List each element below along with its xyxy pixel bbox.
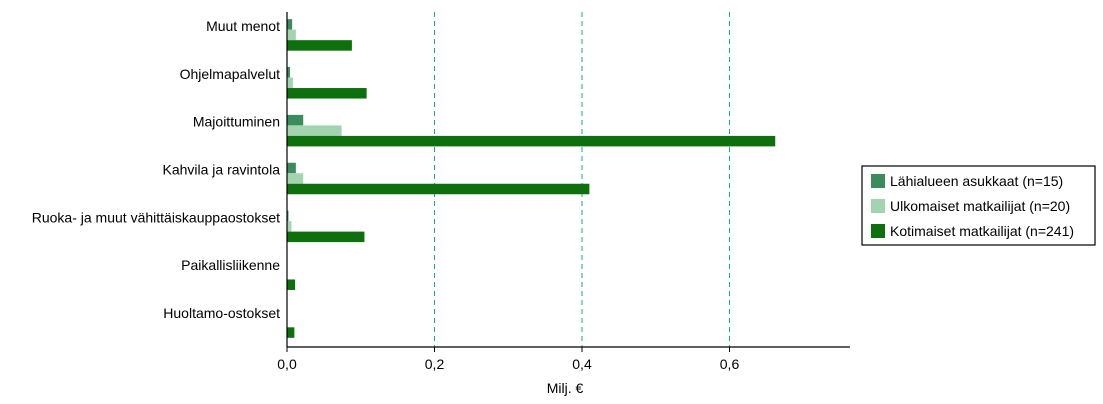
x-tick-label-0: 0,0 [277, 356, 297, 372]
bar-s2-c5 [287, 279, 296, 290]
x-tick-label-3: 0,6 [720, 356, 740, 372]
category-label-6: Huoltamo-ostokset [163, 305, 280, 321]
bar-s2-c3 [287, 183, 590, 195]
bar-s1-c0 [287, 29, 296, 41]
bar-s2-c1 [287, 88, 367, 99]
legend-box [861, 165, 1096, 246]
x-axis-label: Milj. € [547, 380, 584, 396]
bar-s1-c1 [287, 77, 293, 89]
bar-s2-c2 [287, 135, 776, 147]
x-tick-label-2: 0,4 [572, 356, 592, 372]
category-label-0: Muut menot [206, 18, 280, 34]
bar-s0-c4 [287, 210, 289, 222]
x-tick-label-1: 0,2 [425, 356, 445, 372]
legend-swatch-1 [871, 199, 885, 213]
bar-s0-c1 [287, 67, 290, 78]
category-label-1: Ohjelmapalvelut [180, 66, 280, 82]
bar-s1-c3 [287, 173, 304, 184]
category-label-2: Majoittuminen [193, 114, 280, 130]
bar-s1-c4 [287, 221, 292, 232]
legend-label-0: Lähialueen asukkaat (n=15) [890, 173, 1063, 189]
bar-s2-c6 [287, 327, 295, 338]
bar-s1-c2 [287, 125, 342, 136]
category-label-3: Kahvila ja ravintola [162, 162, 280, 178]
legend-swatch-0 [871, 174, 885, 188]
category-label-4: Ruoka- ja muut vähittäiskauppaostokset [32, 209, 280, 225]
category-label-5: Paikallisliikenne [181, 257, 280, 273]
bar-s0-c2 [287, 114, 304, 126]
legend-label-2: Kotimaiset matkailijat (n=241) [890, 223, 1074, 239]
bar-s0-c3 [287, 162, 296, 174]
bar-s2-c0 [287, 40, 352, 51]
legend-label-1: Ulkomaiset matkailijat (n=20) [890, 198, 1070, 214]
bar-s0-c0 [287, 19, 293, 30]
legend-swatch-2 [871, 224, 885, 238]
bar-s2-c4 [287, 231, 365, 243]
